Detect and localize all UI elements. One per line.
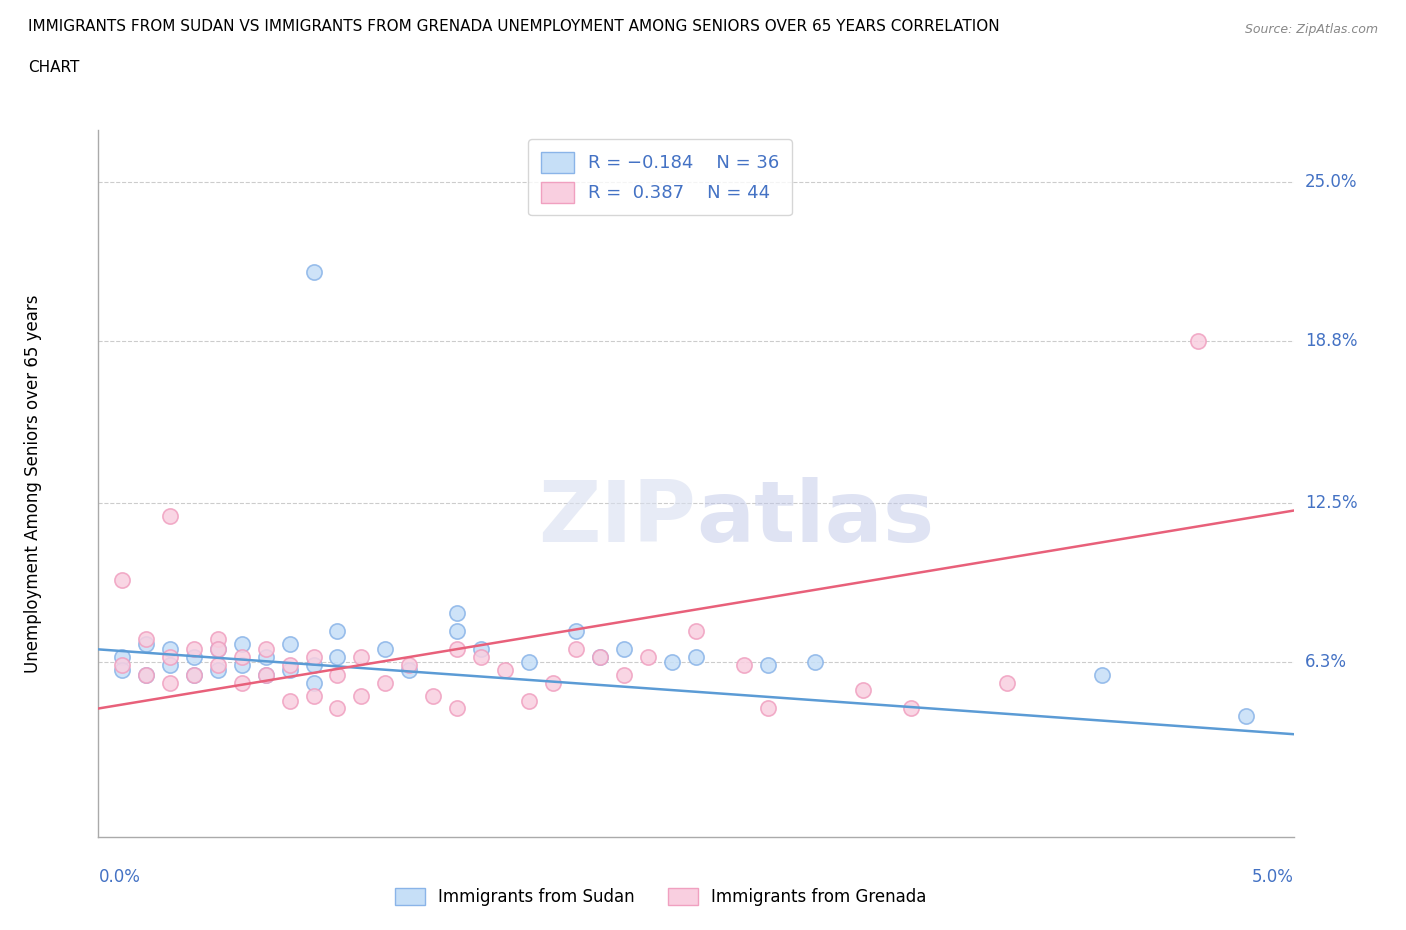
Point (422, 688, 444, 703)
Point (685, 624, 707, 639)
Point (159, 675, 181, 690)
Point (254, 650, 277, 665)
Point (350, 650, 373, 665)
Point (470, 642, 492, 657)
Text: Unemployment Among Seniors over 65 years: Unemployment Among Seniors over 65 years (24, 295, 42, 672)
Point (159, 658, 181, 672)
Point (278, 658, 301, 672)
Point (278, 637, 301, 652)
Point (111, 573, 134, 588)
Point (446, 642, 468, 657)
Point (374, 642, 396, 657)
Text: ZIP: ZIP (538, 477, 696, 561)
Point (278, 694, 301, 709)
Point (111, 650, 134, 665)
Point (398, 662, 420, 677)
Point (207, 662, 229, 677)
Point (207, 642, 229, 657)
Point (326, 624, 349, 639)
Point (231, 650, 253, 665)
Point (326, 701, 349, 716)
Legend: R = −0.184    N = 36, R =  0.387    N = 44: R = −0.184 N = 36, R = 0.387 N = 44 (529, 140, 792, 215)
Point (470, 650, 492, 665)
Point (231, 658, 253, 672)
Point (637, 650, 659, 665)
Point (756, 658, 779, 672)
Text: 18.8%: 18.8% (1305, 332, 1357, 350)
Point (1187, 334, 1209, 349)
Point (302, 675, 325, 690)
Point (613, 668, 636, 683)
Point (804, 655, 827, 670)
Point (183, 668, 205, 683)
Point (350, 688, 373, 703)
Point (446, 701, 468, 716)
Point (1091, 668, 1114, 683)
Point (302, 658, 325, 672)
Point (398, 658, 420, 672)
Legend: Immigrants from Sudan, Immigrants from Grenada: Immigrants from Sudan, Immigrants from G… (388, 881, 934, 912)
Point (517, 694, 540, 709)
Point (254, 668, 277, 683)
Point (159, 642, 181, 657)
Text: 5.0%: 5.0% (1251, 868, 1294, 886)
Point (302, 650, 325, 665)
Point (135, 631, 157, 646)
Point (446, 606, 468, 621)
Point (995, 675, 1018, 690)
Point (231, 637, 253, 652)
Point (302, 264, 325, 279)
Point (159, 509, 181, 524)
Point (733, 658, 755, 672)
Point (254, 642, 277, 657)
Point (135, 668, 157, 683)
Point (183, 642, 205, 657)
Point (326, 650, 349, 665)
Point (278, 662, 301, 677)
Point (302, 688, 325, 703)
Point (111, 658, 134, 672)
Point (589, 650, 612, 665)
Text: 25.0%: 25.0% (1305, 173, 1357, 191)
Point (135, 668, 157, 683)
Point (207, 631, 229, 646)
Point (565, 642, 588, 657)
Point (159, 650, 181, 665)
Point (254, 668, 277, 683)
Point (111, 662, 134, 677)
Point (207, 658, 229, 672)
Text: IMMIGRANTS FROM SUDAN VS IMMIGRANTS FROM GRENADA UNEMPLOYMENT AMONG SENIORS OVER: IMMIGRANTS FROM SUDAN VS IMMIGRANTS FROM… (28, 19, 1000, 33)
Point (135, 637, 157, 652)
Point (446, 624, 468, 639)
Text: 12.5%: 12.5% (1305, 494, 1357, 512)
Point (517, 655, 540, 670)
Point (231, 675, 253, 690)
Text: 6.3%: 6.3% (1305, 653, 1347, 671)
Point (183, 650, 205, 665)
Text: Source: ZipAtlas.com: Source: ZipAtlas.com (1244, 23, 1378, 36)
Text: CHART: CHART (28, 60, 80, 75)
Point (541, 675, 564, 690)
Point (374, 675, 396, 690)
Point (756, 701, 779, 716)
Point (852, 683, 875, 698)
Point (613, 642, 636, 657)
Point (1234, 709, 1257, 724)
Point (326, 668, 349, 683)
Text: atlas: atlas (696, 477, 934, 561)
Point (661, 655, 683, 670)
Point (207, 642, 229, 657)
Point (685, 650, 707, 665)
Point (900, 701, 922, 716)
Point (589, 650, 612, 665)
Point (565, 624, 588, 639)
Point (183, 668, 205, 683)
Point (494, 662, 516, 677)
Text: 0.0%: 0.0% (98, 868, 141, 886)
